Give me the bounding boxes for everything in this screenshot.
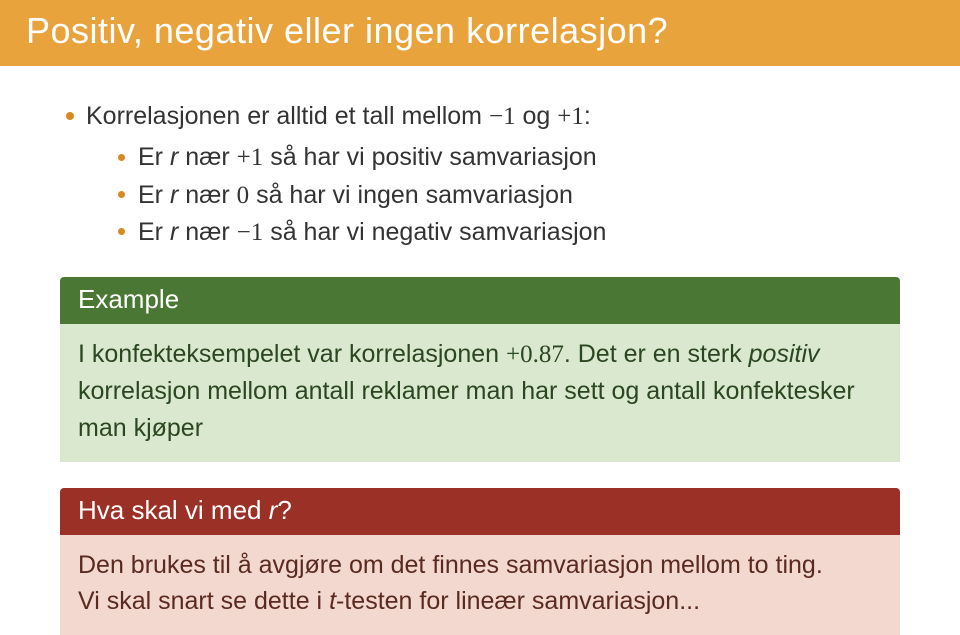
- text-fragment: I konfekteksempelet var korrelasjonen: [78, 340, 506, 368]
- bullet-list: Korrelasjonen er alltid et tall mellom −…: [60, 98, 900, 251]
- sub-bullet-zero: Er r nær 0 så har vi ingen samvariasjon: [86, 177, 900, 214]
- sub-bullet-list: Er r nær +1 så har vi positiv samvariasj…: [86, 139, 900, 251]
- math-value: +1: [237, 144, 264, 171]
- text-fragment: nær: [178, 143, 236, 171]
- math-value: −1: [237, 219, 264, 246]
- alert-block-body: Den brukes til å avgjøre om det finnes s…: [60, 535, 900, 635]
- slide-title-bar: Positiv, negativ eller ingen korrelasjon…: [0, 0, 960, 66]
- text-fragment: Er: [138, 143, 170, 171]
- text-fragment: ?: [277, 495, 291, 525]
- math-value: +1: [557, 103, 584, 130]
- bullet-item-main: Korrelasjonen er alltid et tall mellom −…: [60, 98, 900, 251]
- text-fragment: Er: [138, 218, 170, 246]
- example-block-body: I konfekteksempelet var korrelasjonen +0…: [60, 324, 900, 462]
- text-fragment: så har vi positiv samvariasjon: [263, 143, 596, 171]
- text-fragment: Hva skal vi med: [78, 495, 269, 525]
- text-fragment: -testen for lineær samvariasjon...: [336, 587, 700, 615]
- sub-bullet-positive: Er r nær +1 så har vi positiv samvariasj…: [86, 139, 900, 176]
- text-fragment: så har vi negativ samvariasjon: [263, 218, 606, 246]
- slide-title: Positiv, negativ eller ingen korrelasjon…: [26, 10, 934, 52]
- example-block: Example I konfekteksempelet var korrelas…: [60, 277, 900, 462]
- text-fragment: korrelasjon mellom antall reklamer man h…: [78, 377, 855, 441]
- emphasis-text: positiv: [749, 340, 820, 368]
- text-fragment: :: [584, 102, 591, 130]
- alert-block-title: Hva skal vi med r?: [60, 488, 900, 535]
- sub-bullet-negative: Er r nær −1 så har vi negativ samvariasj…: [86, 214, 900, 251]
- alert-line-1: Den brukes til å avgjøre om det finnes s…: [78, 547, 882, 583]
- slide-content: Korrelasjonen er alltid et tall mellom −…: [0, 66, 960, 635]
- alert-block: Hva skal vi med r? Den brukes til å avgj…: [60, 488, 900, 635]
- text-fragment: Er: [138, 181, 170, 209]
- text-fragment: nær: [178, 218, 236, 246]
- math-value: +0.87: [506, 341, 564, 368]
- text-fragment: Vi skal snart se dette i: [78, 587, 329, 615]
- example-block-title: Example: [60, 277, 900, 324]
- math-value: −1: [489, 103, 516, 130]
- text-fragment: nær: [178, 181, 236, 209]
- alert-line-2: Vi skal snart se dette i t-testen for li…: [78, 583, 882, 619]
- text-fragment: . Det er en sterk: [564, 340, 749, 368]
- text-fragment: så har vi ingen samvariasjon: [249, 181, 573, 209]
- text-fragment: og: [516, 102, 558, 130]
- math-value: 0: [237, 182, 250, 209]
- text-fragment: Korrelasjonen er alltid et tall mellom: [86, 102, 489, 130]
- math-variable-t: t: [329, 587, 336, 615]
- slide: Positiv, negativ eller ingen korrelasjon…: [0, 0, 960, 621]
